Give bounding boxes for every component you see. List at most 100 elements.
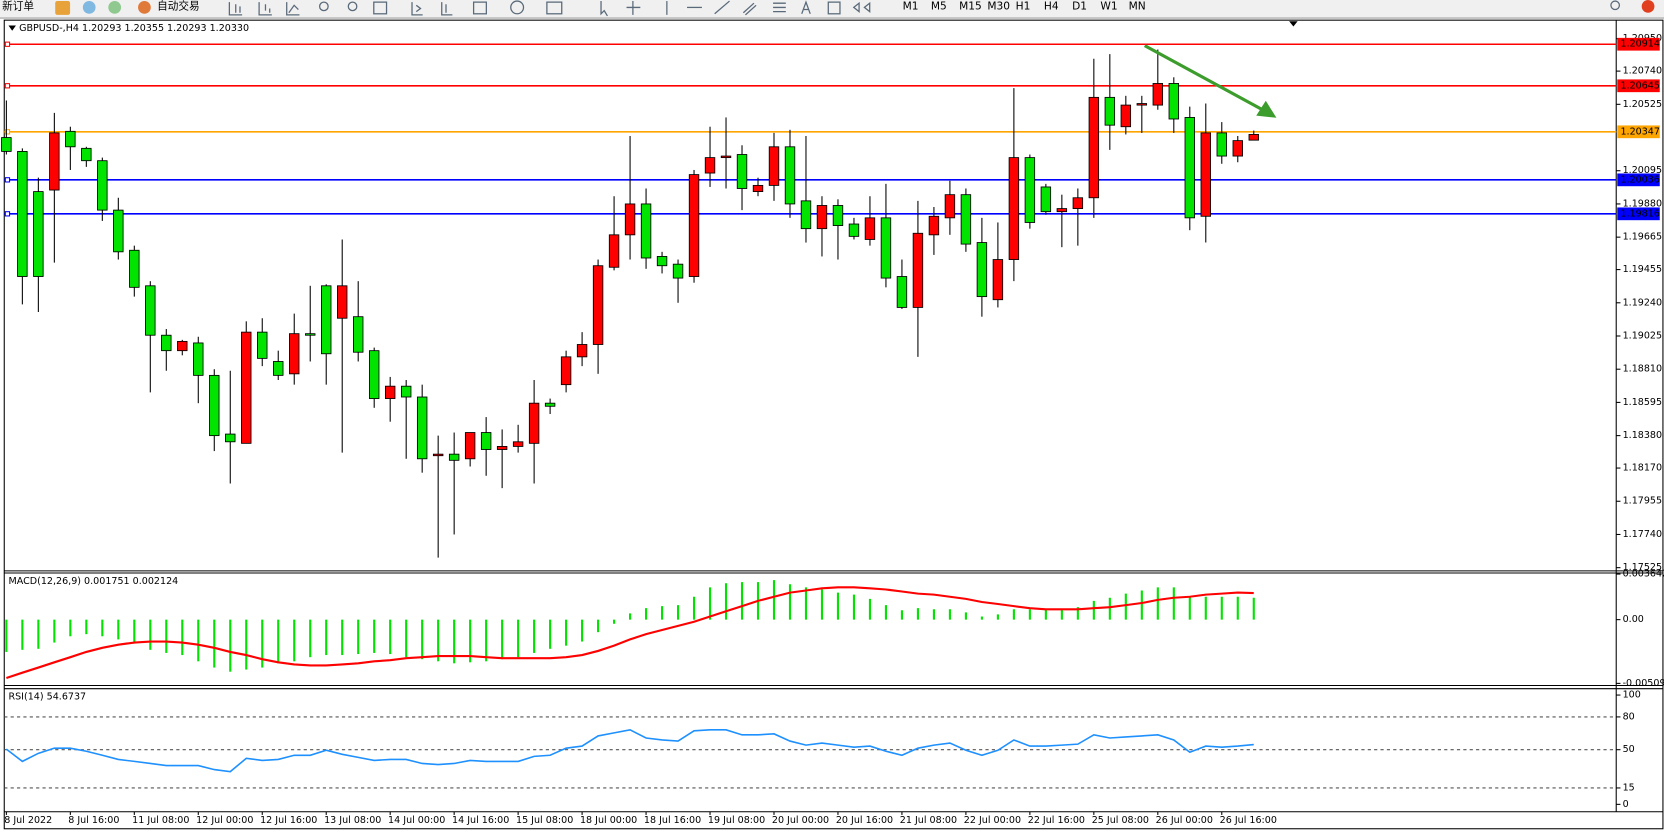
icon[interactable]	[55, 1, 71, 15]
level-handle	[4, 177, 11, 183]
x-tick-label: 14 Jul 16:00	[452, 815, 509, 826]
candle-body	[1104, 96, 1116, 126]
icon[interactable]	[1610, 0, 1621, 11]
histogram-bar	[421, 619, 424, 660]
candle-body	[848, 223, 860, 237]
histogram-bar	[21, 619, 24, 650]
timeframes: M1 M5 M15 M30 H1 H4 D1 W1 MN	[903, 0, 1146, 12]
icon[interactable]	[82, 1, 96, 14]
rsi-line	[5, 728, 1254, 773]
histogram-bar	[581, 619, 584, 642]
x-tick-label: 22 Jul 16:00	[1028, 815, 1085, 826]
x-tick-label: 20 Jul 16:00	[836, 815, 893, 826]
auto-trading-button[interactable]: 自动交易	[157, 0, 199, 12]
candle-body	[33, 191, 44, 277]
timeframe-button[interactable]: W1	[1100, 0, 1117, 12]
new-order-button[interactable]: 新订单	[2, 0, 34, 12]
trend-arrow-head	[1256, 100, 1277, 118]
timeframe-button[interactable]: M1	[903, 0, 919, 12]
histogram-bar	[788, 584, 792, 620]
icon[interactable]	[827, 1, 841, 15]
candle-body	[352, 316, 364, 353]
icon[interactable]	[801, 0, 811, 15]
y-tick-label: -0.005094	[1623, 678, 1664, 689]
y-tick-label: 1.19880	[1623, 198, 1662, 209]
timeframe-button[interactable]: M5	[931, 0, 947, 12]
histogram-bar	[996, 614, 999, 620]
histogram-bar	[980, 616, 983, 620]
icon[interactable]	[546, 1, 563, 15]
icon[interactable]	[714, 0, 730, 15]
candle-body	[624, 203, 636, 236]
histogram-bar	[165, 619, 168, 653]
timeframe-button[interactable]: H4	[1044, 0, 1059, 12]
timeframe-button[interactable]: M30	[987, 0, 1010, 12]
y-tick-label: 1.17955	[1623, 496, 1662, 507]
y-tick-label: 1.17740	[1623, 529, 1662, 540]
histogram-bar	[469, 619, 472, 663]
icon[interactable]	[773, 2, 786, 13]
candle-body	[209, 374, 220, 437]
candle-body	[784, 146, 796, 205]
signal-line	[6, 586, 1254, 679]
icon[interactable]	[626, 1, 641, 15]
timeframe-button[interactable]: D1	[1072, 0, 1087, 12]
histogram-bar	[565, 619, 568, 646]
histogram-bar	[1156, 587, 1159, 620]
timeframe-button[interactable]: MN	[1129, 0, 1146, 12]
y-tick-label: 1.18170	[1623, 463, 1662, 474]
histogram-bar	[453, 619, 456, 664]
candle-body	[720, 155, 732, 159]
x-tick-label: 8 Jul 2022	[4, 815, 52, 826]
icon[interactable]	[510, 0, 525, 15]
icon[interactable]	[373, 1, 388, 15]
level-handle	[4, 129, 11, 135]
histogram-bar	[629, 613, 632, 620]
candle-body	[640, 203, 652, 259]
icon[interactable]	[228, 2, 243, 16]
symbol-marker	[8, 25, 16, 31]
histogram-bar	[293, 619, 296, 662]
icon[interactable]	[441, 2, 453, 16]
alert-icon[interactable]	[1641, 0, 1655, 13]
timeframe-button[interactable]: H1	[1016, 0, 1031, 12]
icon[interactable]	[108, 1, 122, 14]
histogram-bar	[836, 592, 840, 620]
histogram-bar	[1108, 597, 1111, 620]
icon[interactable]	[258, 2, 272, 16]
icon[interactable]	[852, 1, 871, 13]
candle-body	[1072, 197, 1084, 209]
histogram-bar	[1124, 593, 1127, 620]
candle-body	[257, 331, 268, 359]
y-tick-label: 1.18810	[1623, 364, 1662, 375]
candle-body	[1184, 117, 1196, 219]
icon[interactable]	[411, 2, 423, 16]
icon[interactable]	[600, 1, 608, 17]
candle-body	[129, 249, 140, 288]
histogram-bar	[900, 610, 903, 620]
candle-body	[225, 433, 236, 443]
y-tick-label: 80	[1623, 711, 1635, 722]
icon[interactable]	[286, 2, 300, 16]
icon[interactable]	[347, 1, 358, 12]
chart-title: GBPUSD-,H4 1.20293 1.20355 1.20293 1.203…	[19, 23, 249, 34]
histogram-bar	[69, 619, 72, 637]
icon[interactable]	[318, 1, 329, 12]
candle-body	[113, 209, 124, 253]
level-label-bg	[1617, 173, 1660, 187]
icon[interactable]	[138, 1, 151, 14]
icon[interactable]	[742, 2, 757, 16]
candle-body	[1248, 134, 1259, 141]
histogram-bar	[868, 598, 872, 620]
histogram-bar	[1204, 596, 1207, 620]
candle-body	[1200, 132, 1211, 217]
level-label: 1.20645	[1620, 80, 1659, 91]
x-tick-label: 12 Jul 16:00	[260, 815, 317, 826]
candle-body	[608, 234, 620, 268]
histogram-bar	[1012, 609, 1015, 620]
timeframe-button[interactable]: M15	[959, 0, 982, 12]
histogram-bar	[485, 619, 488, 662]
pane-title: MACD(12,26,9) 0.001751 0.002124	[8, 576, 178, 587]
icon[interactable]	[472, 1, 487, 15]
